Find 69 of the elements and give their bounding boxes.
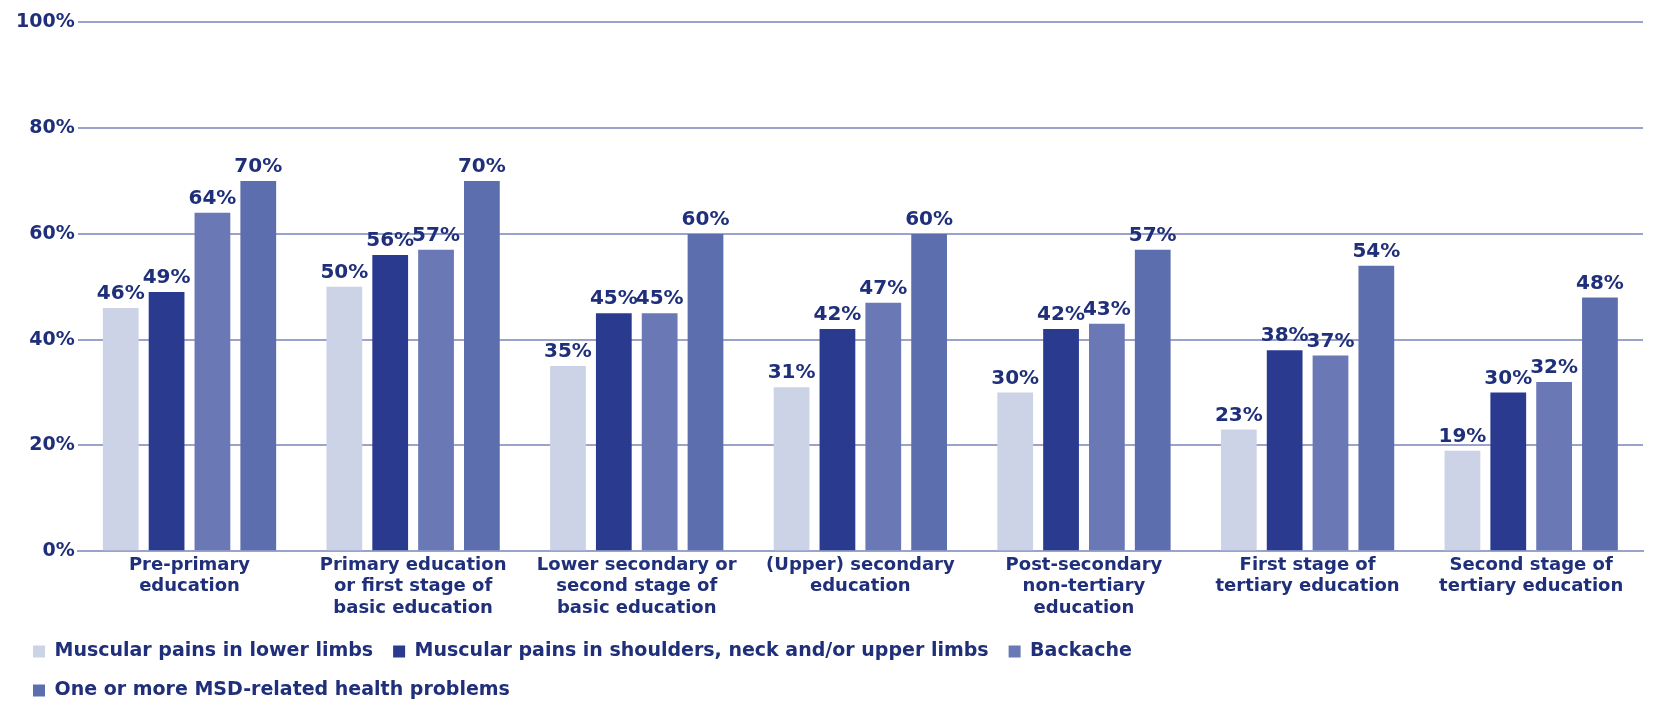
bar [911, 233, 947, 551]
bar [1582, 297, 1618, 551]
bar [1043, 329, 1079, 551]
bar [418, 249, 454, 551]
legend-label: One or more MSD-related health problems [54, 677, 510, 700]
bar [865, 302, 902, 551]
bar [641, 313, 678, 551]
data-label: 23% [1214, 401, 1263, 426]
bar [102, 307, 139, 551]
data-label: 48% [1576, 269, 1624, 294]
data-label: 57% [1128, 221, 1177, 246]
data-label: 60% [905, 206, 954, 231]
data-label: 30% [1484, 364, 1533, 389]
data-label: 56% [366, 227, 415, 252]
x-tick-label: Second stage of tertiary education [1439, 552, 1624, 596]
x-tick-label: Lower secondary or second stage of basic education [536, 552, 737, 617]
data-label: 70% [234, 153, 283, 178]
bar [194, 212, 231, 551]
data-label: 46% [96, 280, 145, 305]
x-tick-label: Post-secondary non-tertiary education [1005, 552, 1163, 617]
data-label: 31% [767, 359, 816, 384]
bar [687, 233, 724, 551]
data-label: 49% [142, 264, 191, 289]
bar [819, 329, 856, 551]
data-label: 45% [589, 285, 638, 310]
y-tick-label: 100% [15, 9, 75, 32]
data-label: 70% [457, 153, 506, 178]
bar [1444, 450, 1481, 551]
data-label: 38% [1260, 322, 1309, 347]
bar [326, 286, 363, 551]
y-tick-label: 80% [29, 115, 75, 138]
data-label: 19% [1438, 422, 1487, 447]
bar [997, 392, 1034, 551]
data-label: 37% [1306, 327, 1355, 352]
data-label: 45% [635, 285, 684, 310]
data-label: 64% [188, 184, 237, 209]
y-tick-label: 0% [42, 538, 75, 561]
x-tick-label: (Upper) secondary education [766, 552, 955, 596]
legend-label: Muscular pains in lower limbs [54, 638, 374, 661]
bar [240, 181, 277, 551]
legend-label: Backache [1030, 638, 1132, 661]
bar [1089, 323, 1125, 551]
x-tick-label: First stage of tertiary education [1215, 552, 1400, 596]
data-label: 47% [859, 274, 908, 299]
bar [1358, 265, 1395, 551]
bar [595, 313, 632, 551]
data-label: 50% [320, 259, 369, 283]
bar [1134, 249, 1171, 551]
bar [148, 292, 185, 551]
y-tick-label: 40% [29, 326, 75, 349]
bar [1490, 392, 1527, 551]
y-tick-label: 20% [29, 432, 75, 455]
bar [1536, 381, 1572, 551]
bar [372, 255, 409, 551]
bar [1266, 350, 1303, 551]
data-label: 42% [813, 301, 862, 326]
bar [550, 366, 586, 551]
legend-label: Muscular pains in shoulders, neck and/or upper limbs [414, 638, 989, 661]
data-label: 60% [681, 206, 730, 231]
x-tick-label: Primary education or first stage of basic education [319, 552, 507, 617]
bar [1220, 429, 1257, 551]
x-tick-label: Pre-primary education [128, 552, 251, 596]
data-label: 30% [991, 364, 1040, 389]
bar [773, 387, 810, 551]
data-label: 54% [1352, 237, 1401, 262]
bar [464, 181, 500, 551]
bar [1312, 355, 1349, 551]
y-tick-label: 60% [29, 220, 75, 243]
data-label: 35% [544, 338, 592, 363]
